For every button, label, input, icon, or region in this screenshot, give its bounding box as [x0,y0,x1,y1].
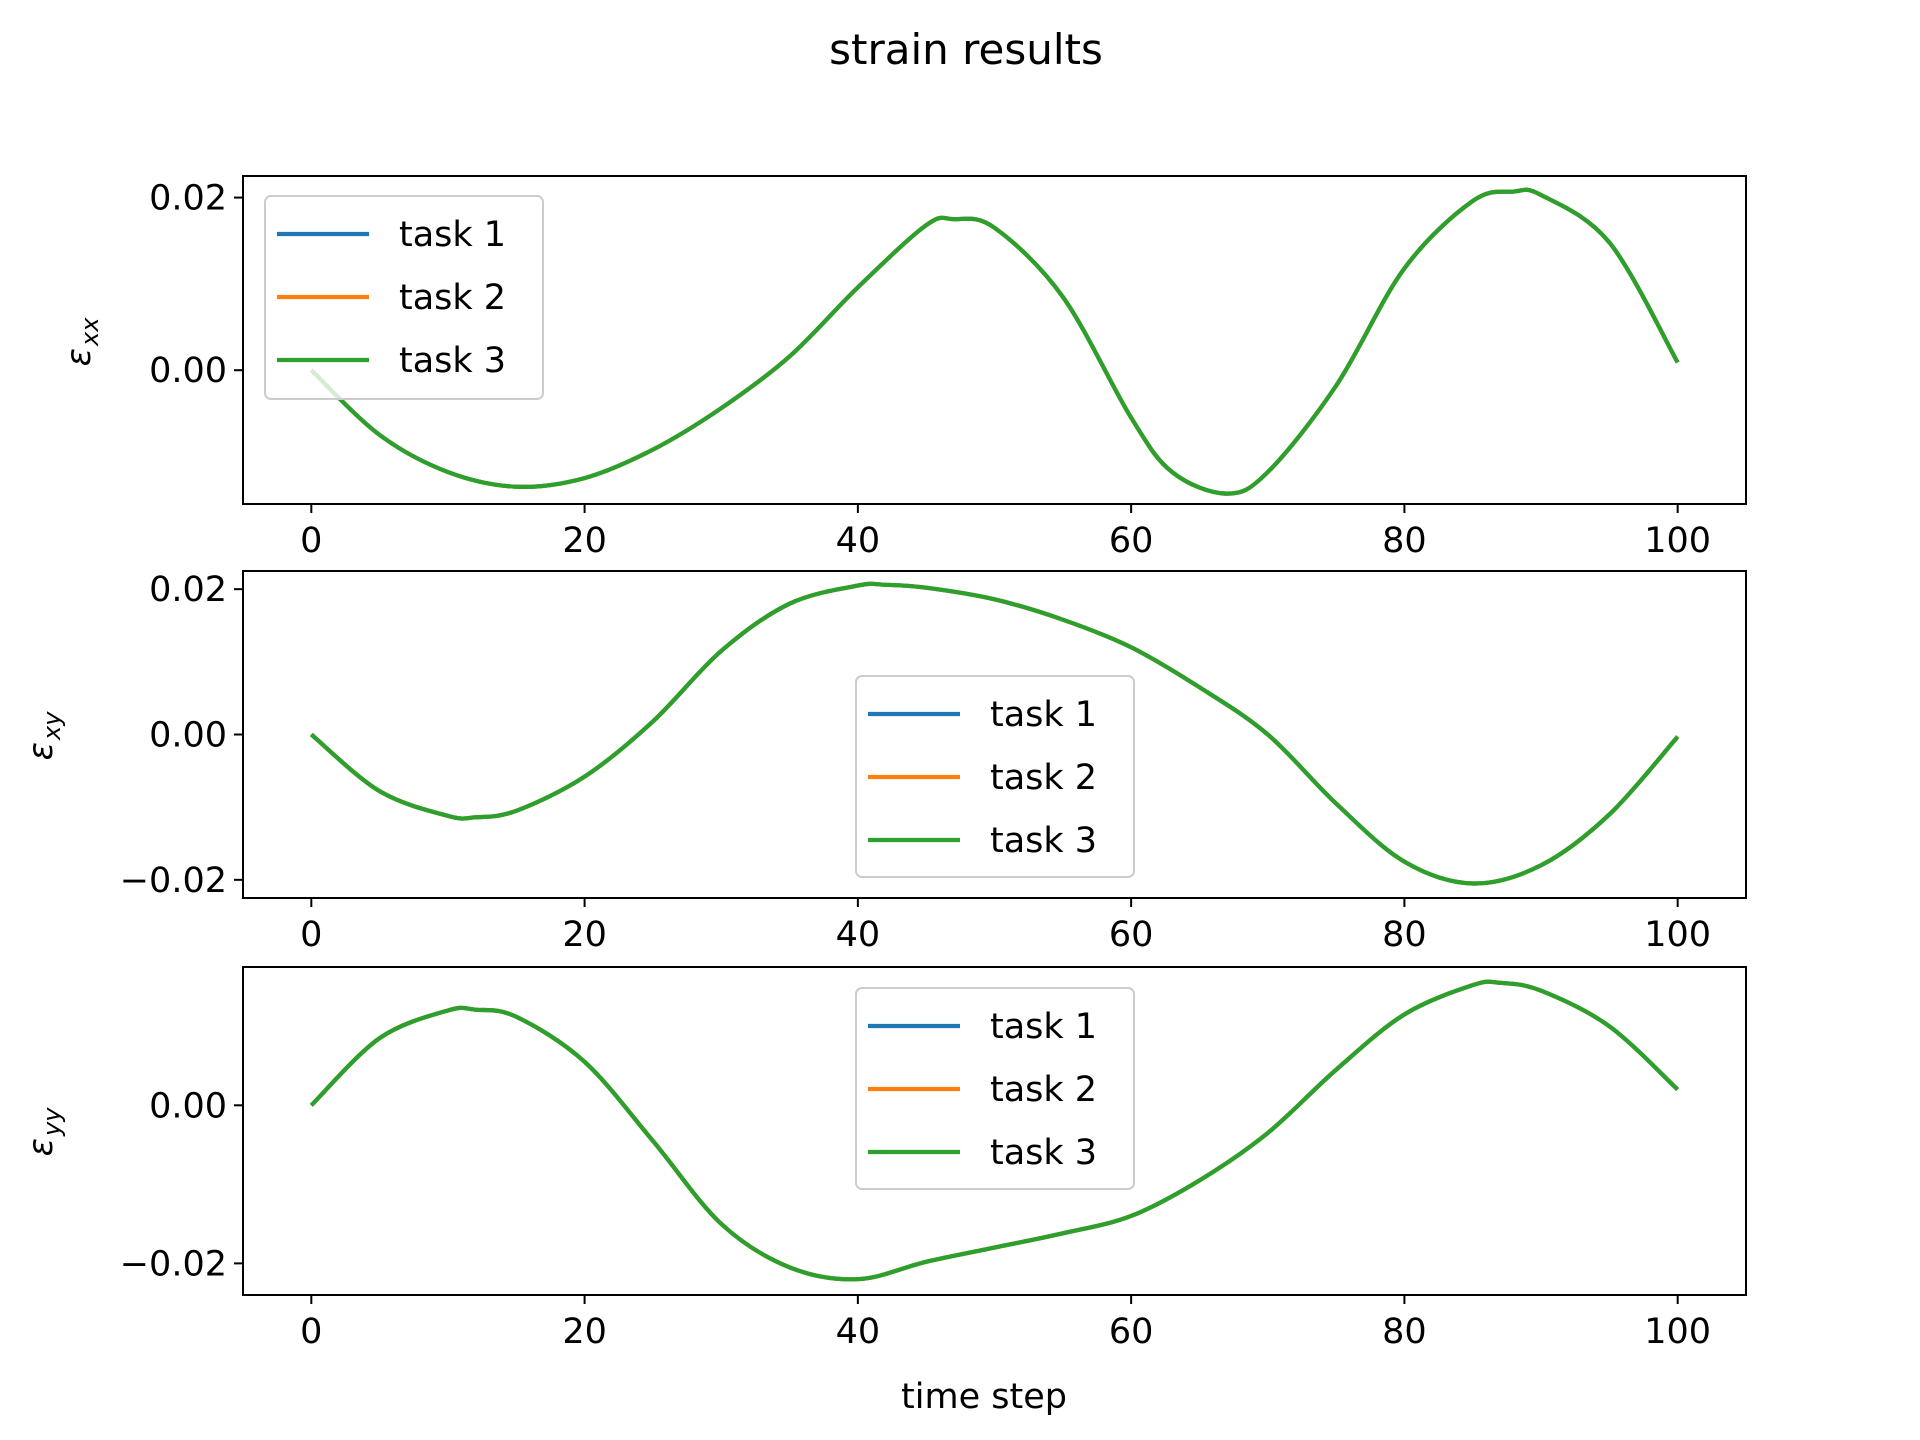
x-tick-label: 100 [1644,1312,1711,1352]
legend: task 1 task 2 task 3 [264,195,544,400]
x-axis-label: time step [901,1377,1067,1417]
y-tick-label: −0.02 [120,861,227,901]
x-tick-label: 100 [1644,521,1711,561]
y-tick-label: 0.00 [149,351,227,391]
x-tick-label: 60 [1109,915,1154,955]
x-tick-label: 80 [1382,1312,1427,1352]
x-tick-label: 80 [1382,915,1427,955]
x-tick-label: 100 [1644,915,1711,955]
x-tick-label: 0 [300,915,322,955]
x-tick-label: 20 [562,521,607,561]
x-tick-label: 20 [562,1312,607,1352]
subplot-2: 0 20 40 60 80 100 −0.02 0.00 0.02 εxy task 1 task 2… [21,570,1747,955]
y-axis-label: εxx [59,317,104,367]
y-axis-label-subscript: yy [38,1107,66,1137]
x-tick-label: 40 [836,915,881,955]
series-line-task-3 [309,187,1680,496]
y-tick-label: −0.02 [120,1244,227,1284]
legend-label-task-3: task 3 [399,341,506,381]
x-tick-label: 0 [300,521,322,561]
legend-frame [264,195,544,400]
x-tick-label: 40 [836,521,881,561]
x-tick-label: 0 [300,1312,322,1352]
legend-frame [855,675,1135,878]
legend-label-task-2: task 2 [399,278,506,318]
plot-frame [242,966,1747,1296]
legend-label-task-3: task 3 [990,821,1097,861]
figure-title: strain results [829,25,1103,74]
y-axis-label: εxy [21,711,66,761]
y-tick-label: 0.02 [149,570,227,610]
legend-label-task-2: task 2 [990,1070,1097,1110]
series-line-task-3 [309,979,1680,1282]
series-line-task-3 [309,581,1680,886]
y-tick-label: 0.02 [149,179,227,219]
y-axis-label-subscript: xx [76,317,104,347]
x-tick-label: 40 [836,1312,881,1352]
y-axis-label-symbol: ε [21,1138,61,1156]
y-axis-label-symbol: ε [21,742,61,760]
legend-frame [855,987,1135,1190]
legend: task 1 task 2 task 3 [855,987,1135,1190]
legend-label-task-1: task 1 [990,1007,1097,1047]
y-axis-label-subscript: xy [38,711,66,741]
legend-label-task-1: task 1 [399,215,506,255]
x-tick-label: 60 [1109,521,1154,561]
y-axis-label: εyy [21,1107,66,1157]
legend-label-task-1: task 1 [990,695,1097,735]
legend-label-task-2: task 2 [990,758,1097,798]
legend: task 1 task 2 task 3 [855,675,1135,878]
legend-label-task-3: task 3 [990,1133,1097,1173]
y-tick-label: 0.00 [149,716,227,756]
y-tick-label: 0.00 [149,1086,227,1126]
x-tick-label: 60 [1109,1312,1154,1352]
x-tick-label: 20 [562,915,607,955]
plot-frame [242,175,1747,505]
x-tick-label: 80 [1382,521,1427,561]
y-axis-label-symbol: ε [59,348,99,366]
